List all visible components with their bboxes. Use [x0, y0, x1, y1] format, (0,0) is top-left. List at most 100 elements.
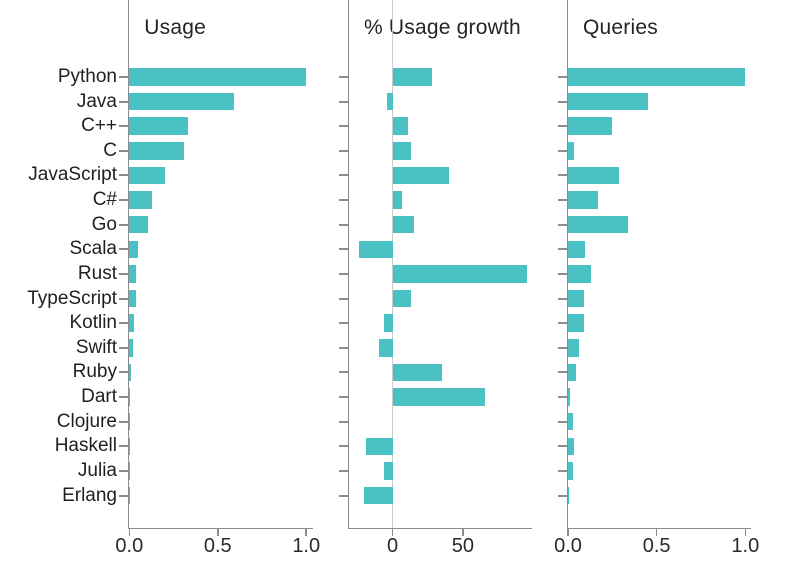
y-tick-usage-java [119, 100, 128, 103]
y-axis-spine-queries [566, 0, 568, 529]
y-tick-usage-c [119, 149, 128, 152]
y-tick-usage-python [119, 76, 128, 78]
bar-usage-kotlin [129, 314, 135, 332]
bar-queries-julia [568, 462, 573, 480]
x-axis-spine-usage-growth [347, 527, 532, 529]
y-tick-usage-growth-haskell [339, 445, 348, 448]
y-tick-usage-clojure [119, 420, 128, 423]
y-tick-usage-growth-kotlin [339, 322, 348, 325]
usage-growth-panel-title: % Usage growth [364, 16, 521, 39]
y-tick-usage-rust [119, 272, 128, 275]
bar-usage-growth-c [392, 191, 403, 209]
y-tick-queries-c [558, 149, 567, 152]
bar-usage-rust [129, 265, 137, 283]
y-tick-queries-python [558, 76, 567, 78]
category-label-go: Go [91, 213, 117, 235]
y-tick-queries-swift [558, 346, 567, 349]
category-label-c: C# [92, 189, 117, 211]
category-label-clojure: Clojure [56, 410, 117, 432]
zero-line-usage-growth [392, 0, 394, 528]
bar-queries-ruby [568, 363, 576, 382]
y-tick-usage-julia [119, 469, 128, 472]
bar-usage-growth-haskell [365, 437, 393, 456]
category-label-python: Python [57, 66, 117, 87]
y-tick-usage-ruby [119, 371, 128, 374]
y-tick-usage-go [119, 223, 128, 226]
bar-usage-growth-go [392, 215, 414, 234]
y-tick-usage-growth-c [339, 199, 348, 202]
bar-queries-c [568, 142, 574, 160]
y-tick-usage-growth-julia [339, 469, 348, 472]
x-tick-label-queries-0-5: 0.5 [642, 535, 671, 557]
y-tick-queries-erlang [558, 494, 567, 497]
x-tick-queries-0-5 [655, 529, 658, 536]
y-tick-usage-growth-dart [339, 396, 348, 399]
category-label-julia: Julia [77, 459, 117, 481]
bar-usage-growth-swift [378, 339, 393, 357]
y-tick-usage-growth-javascript [339, 174, 348, 177]
y-tick-usage-growth-rust [339, 272, 348, 275]
x-tick-usage-0-5 [217, 529, 219, 536]
bar-usage-c [129, 117, 188, 135]
bar-usage-growth-java [386, 92, 393, 111]
bar-queries-erlang [568, 486, 569, 505]
category-label-dart: Dart [81, 386, 117, 408]
bar-queries-typescript [568, 289, 584, 308]
category-label-ruby: Ruby [72, 361, 117, 383]
bar-queries-c [568, 191, 599, 209]
bar-queries-java [568, 92, 648, 111]
category-label-javascript: JavaScript [28, 164, 117, 186]
x-tick-queries-1-0 [744, 529, 747, 536]
bar-usage-growth-c [392, 117, 409, 135]
y-tick-queries-rust [558, 272, 567, 275]
x-tick-usage-1-0 [305, 529, 307, 536]
bar-usage-growth-ruby [392, 363, 442, 382]
bar-usage-java [129, 92, 234, 111]
bar-usage-c [129, 142, 185, 160]
bar-usage-growth-python [392, 68, 432, 86]
category-label-rust: Rust [77, 262, 117, 284]
bar-usage-growth-rust [392, 265, 528, 283]
bar-usage-ruby [129, 363, 132, 382]
y-tick-queries-c [558, 199, 567, 202]
y-tick-usage-growth-java [339, 100, 348, 103]
bar-usage-python [129, 68, 307, 86]
x-tick-label-usage-1-0: 1.0 [292, 535, 321, 557]
category-label-erlang: Erlang [62, 484, 117, 506]
bar-usage-javascript [129, 166, 165, 185]
x-tick-label-usage-0-5: 0.5 [203, 535, 232, 557]
y-tick-usage-dart [119, 396, 128, 399]
y-tick-usage-growth-c [339, 149, 348, 152]
x-axis-spine-usage [127, 527, 314, 529]
bar-usage-dart [129, 388, 131, 406]
y-tick-queries-typescript [558, 297, 567, 300]
x-tick-usage-growth-50 [462, 529, 464, 536]
y-tick-usage-c [119, 125, 128, 128]
bar-usage-growth-julia [384, 462, 393, 480]
x-tick-usage-0-0 [128, 529, 131, 536]
category-label-scala: Scala [69, 238, 117, 260]
bar-usage-typescript [129, 289, 137, 308]
x-tick-usage-growth-0 [391, 529, 394, 536]
bar-queries-dart [568, 388, 571, 406]
y-tick-usage-growth-python [339, 76, 348, 78]
category-label-haskell: Haskell [54, 435, 117, 457]
bar-queries-c [568, 117, 613, 135]
category-label-kotlin: Kotlin [69, 312, 117, 334]
y-tick-usage-typescript [119, 297, 128, 300]
y-tick-usage-growth-clojure [339, 420, 348, 423]
bar-queries-scala [568, 240, 586, 259]
queries-panel-title: Queries [583, 16, 658, 39]
x-tick-label-queries-0-0: 0.0 [554, 535, 582, 557]
y-tick-usage-erlang [119, 494, 128, 497]
y-tick-usage-growth-go [339, 223, 348, 226]
bar-queries-python [568, 68, 746, 86]
y-tick-usage-scala [119, 248, 128, 251]
y-tick-queries-kotlin [558, 322, 567, 325]
y-tick-usage-c [119, 199, 128, 202]
y-tick-usage-growth-ruby [339, 371, 348, 374]
bar-queries-haskell [568, 437, 574, 456]
